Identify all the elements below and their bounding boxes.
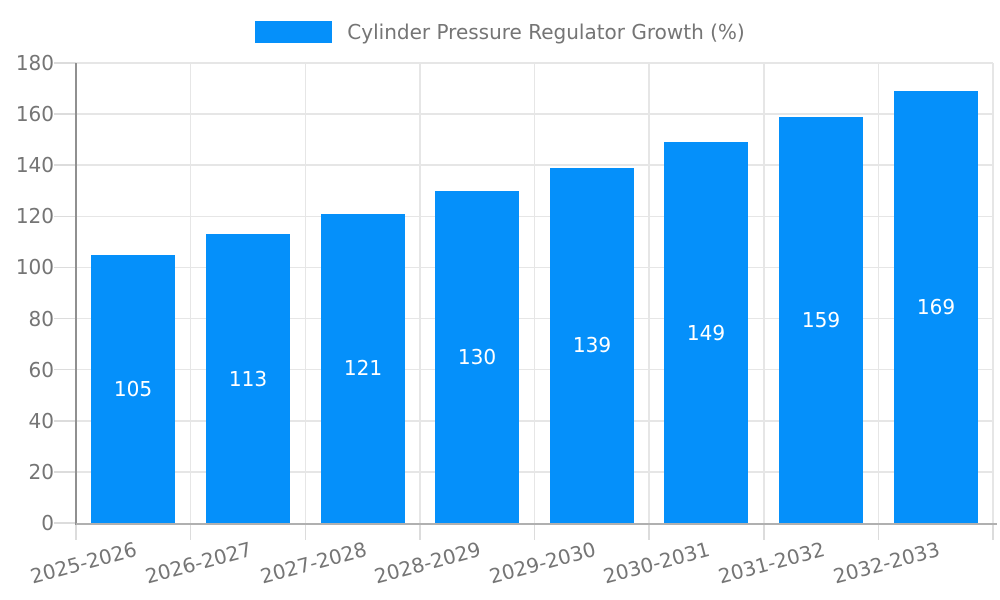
x-grid-line (304, 63, 306, 523)
bar-value-label: 121 (343, 356, 383, 381)
x-grid-line (648, 63, 650, 523)
x-grid-line (877, 63, 880, 523)
y-axis-line (75, 63, 77, 525)
y-axis-tick (54, 215, 76, 218)
y-axis-tick (54, 113, 76, 115)
x-axis-line (76, 523, 997, 525)
y-axis-tick-label: 180 (15, 51, 54, 75)
bar[interactable]: 105 (91, 254, 175, 523)
y-axis-tick-label: 40 (28, 408, 54, 433)
x-axis-tick (533, 523, 536, 540)
y-axis-tick-label: 140 (15, 153, 54, 178)
x-grid-line (992, 63, 994, 523)
bar[interactable]: 139 (550, 167, 634, 523)
x-axis-tick (304, 523, 306, 540)
legend[interactable]: Cylinder Pressure Regulator Growth (%) (0, 21, 1000, 43)
bar-value-label: 105 (113, 376, 153, 401)
x-grid-line (533, 63, 536, 523)
legend-swatch-icon (255, 21, 333, 43)
bar[interactable]: 121 (321, 213, 405, 523)
bar-value-label: 149 (686, 320, 726, 345)
y-axis-tick (54, 266, 76, 269)
y-axis-tick (54, 420, 76, 422)
bar-value-label: 169 (916, 295, 956, 320)
bar-value-label: 113 (228, 366, 268, 391)
y-axis-tick-label: 20 (28, 459, 54, 484)
y-axis-tick-label: 160 (15, 102, 54, 127)
bar-value-label: 159 (801, 307, 841, 332)
y-axis-tick (54, 368, 76, 371)
x-axis-tick (419, 523, 421, 540)
x-axis-tick (992, 523, 994, 540)
bar[interactable]: 130 (435, 190, 519, 523)
bar[interactable]: 149 (664, 142, 748, 523)
x-grid-line (763, 63, 765, 523)
y-axis-tick-label: 120 (15, 204, 54, 229)
x-axis-tick (648, 523, 650, 540)
x-axis-tick (763, 523, 765, 540)
legend-label: Cylinder Pressure Regulator Growth (%) (347, 20, 745, 44)
y-axis-tick-label: 80 (28, 306, 54, 331)
x-grid-line (189, 63, 192, 523)
y-axis-tick-label: 0 (41, 511, 54, 535)
y-axis-tick-label: 100 (15, 255, 54, 280)
bar-value-label: 139 (572, 333, 612, 358)
x-axis-tick (75, 523, 77, 540)
x-grid-line (419, 63, 421, 523)
bar[interactable]: 159 (779, 116, 863, 523)
x-axis-tick (877, 523, 880, 540)
bar-value-label: 130 (457, 344, 497, 369)
y-axis-tick (54, 471, 76, 473)
bar[interactable]: 169 (894, 91, 978, 523)
y-axis-tick (54, 522, 76, 524)
x-axis-tick (189, 523, 192, 540)
y-axis-tick-label: 60 (28, 357, 54, 382)
y-axis-tick (54, 164, 76, 166)
y-axis-tick (54, 317, 76, 320)
bar[interactable]: 113 (206, 234, 290, 523)
y-axis-tick (54, 62, 76, 64)
